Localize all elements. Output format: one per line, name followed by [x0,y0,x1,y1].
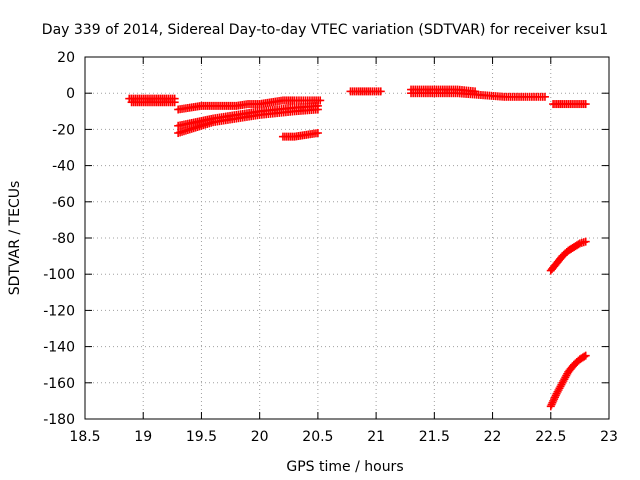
plot-frame [84,56,610,420]
y-tick-label: -120 [43,303,75,319]
x-tick-label: 20.5 [302,429,333,445]
x-tick-label: 20 [251,429,269,445]
y-tick-label: -40 [52,159,75,175]
x-tick-label: 21 [367,429,385,445]
data-point [549,396,558,405]
data-point [580,352,589,361]
x-tick-label: 19.5 [186,429,217,445]
data-point [546,402,555,411]
y-tick-label: -160 [43,376,75,392]
data-point [471,87,480,96]
x-axis-ticks: 18.5 19 19.5 20 20.5 21 21.5 22 22.5 23 [69,57,618,445]
y-axis-ticks: 20 0 -20 -40 -60 -80 -100 -120 -140 -160 -180 [43,50,609,428]
data-point [170,98,179,107]
data-point [550,395,559,404]
x-tick-label: 22.5 [535,429,566,445]
y-tick-label: 0 [66,86,75,102]
y-tick-label: -20 [52,122,75,138]
y-tick-label: -100 [43,267,75,283]
plot-area [84,56,610,420]
data-points [125,85,590,411]
y-axis-label: SDTVAR / TECUs [7,181,23,296]
y-tick-label: -180 [43,412,75,428]
y-tick-label: -80 [52,231,75,247]
grid-lines [85,57,609,419]
data-point [376,87,385,96]
data-point [313,129,322,138]
data-point [581,237,590,246]
y-tick-label: 20 [57,50,75,66]
data-point [550,393,559,402]
x-tick-label: 18.5 [69,429,100,445]
y-tick-label: -140 [43,340,75,356]
data-point [540,92,549,101]
data-point [547,400,556,409]
x-tick-label: 19 [134,429,152,445]
data-point [313,105,322,114]
data-point [551,391,560,400]
data-point [581,351,590,360]
data-point [316,96,325,105]
data-point [581,100,590,109]
y-tick-label: -60 [52,195,75,211]
x-axis-label: GPS time / hours [286,459,403,475]
x-tick-label: 22 [484,429,502,445]
data-point [548,398,557,407]
chart-title: Day 339 of 2014, Sidereal Day-to-day VTE… [42,22,608,38]
x-tick-label: 23 [600,429,618,445]
x-tick-label: 21.5 [419,429,450,445]
